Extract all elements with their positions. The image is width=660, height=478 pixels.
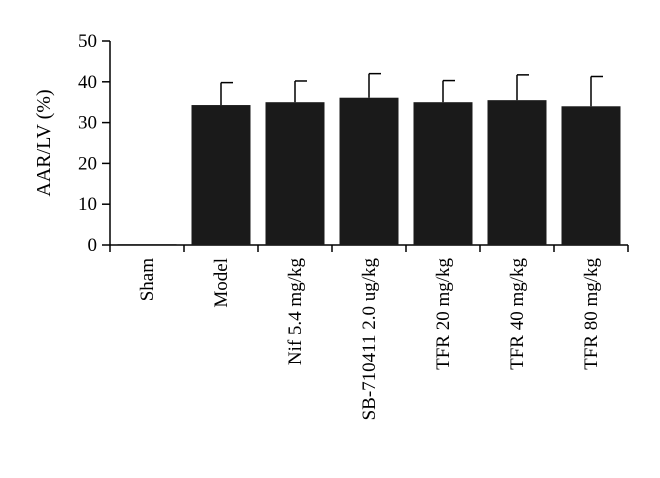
- y-axis-title: AAR/LV (%): [33, 89, 55, 196]
- x-axis: [109, 244, 629, 252]
- bar: [487, 100, 547, 245]
- error-bars: [220, 72, 603, 107]
- y-tick-label: 20: [78, 153, 97, 174]
- y-tick-label: 30: [78, 113, 97, 134]
- x-tick-label: TFR 20 mg/kg: [433, 258, 454, 370]
- bars: [117, 97, 621, 245]
- bar: [561, 106, 621, 245]
- bar: [117, 244, 177, 245]
- y-tick-label: 10: [78, 194, 97, 215]
- y-tick-label: 0: [88, 235, 98, 256]
- x-tick-label: Model: [211, 258, 232, 308]
- bar: [413, 102, 473, 245]
- bar: [191, 105, 251, 245]
- x-tick-label: TFR 40 mg/kg: [507, 258, 528, 370]
- bar: [339, 97, 399, 245]
- x-tick-label: Nif 5.4 mg/kg: [285, 258, 306, 366]
- x-tick-label: TFR 80 mg/kg: [581, 258, 602, 370]
- y-tick-label: 50: [78, 31, 97, 52]
- bar: [265, 102, 325, 245]
- y-axis: 0 10 20 30 40 50: [78, 31, 111, 256]
- x-tick-labels: Sham Model Nif 5.4 mg/kg SB-710411 2.0 ug/k…: [137, 258, 602, 421]
- x-tick-label: Sham: [137, 258, 158, 302]
- x-tick-label: SB-710411 2.0 ug/kg: [359, 258, 380, 421]
- y-tick-label: 40: [78, 72, 97, 93]
